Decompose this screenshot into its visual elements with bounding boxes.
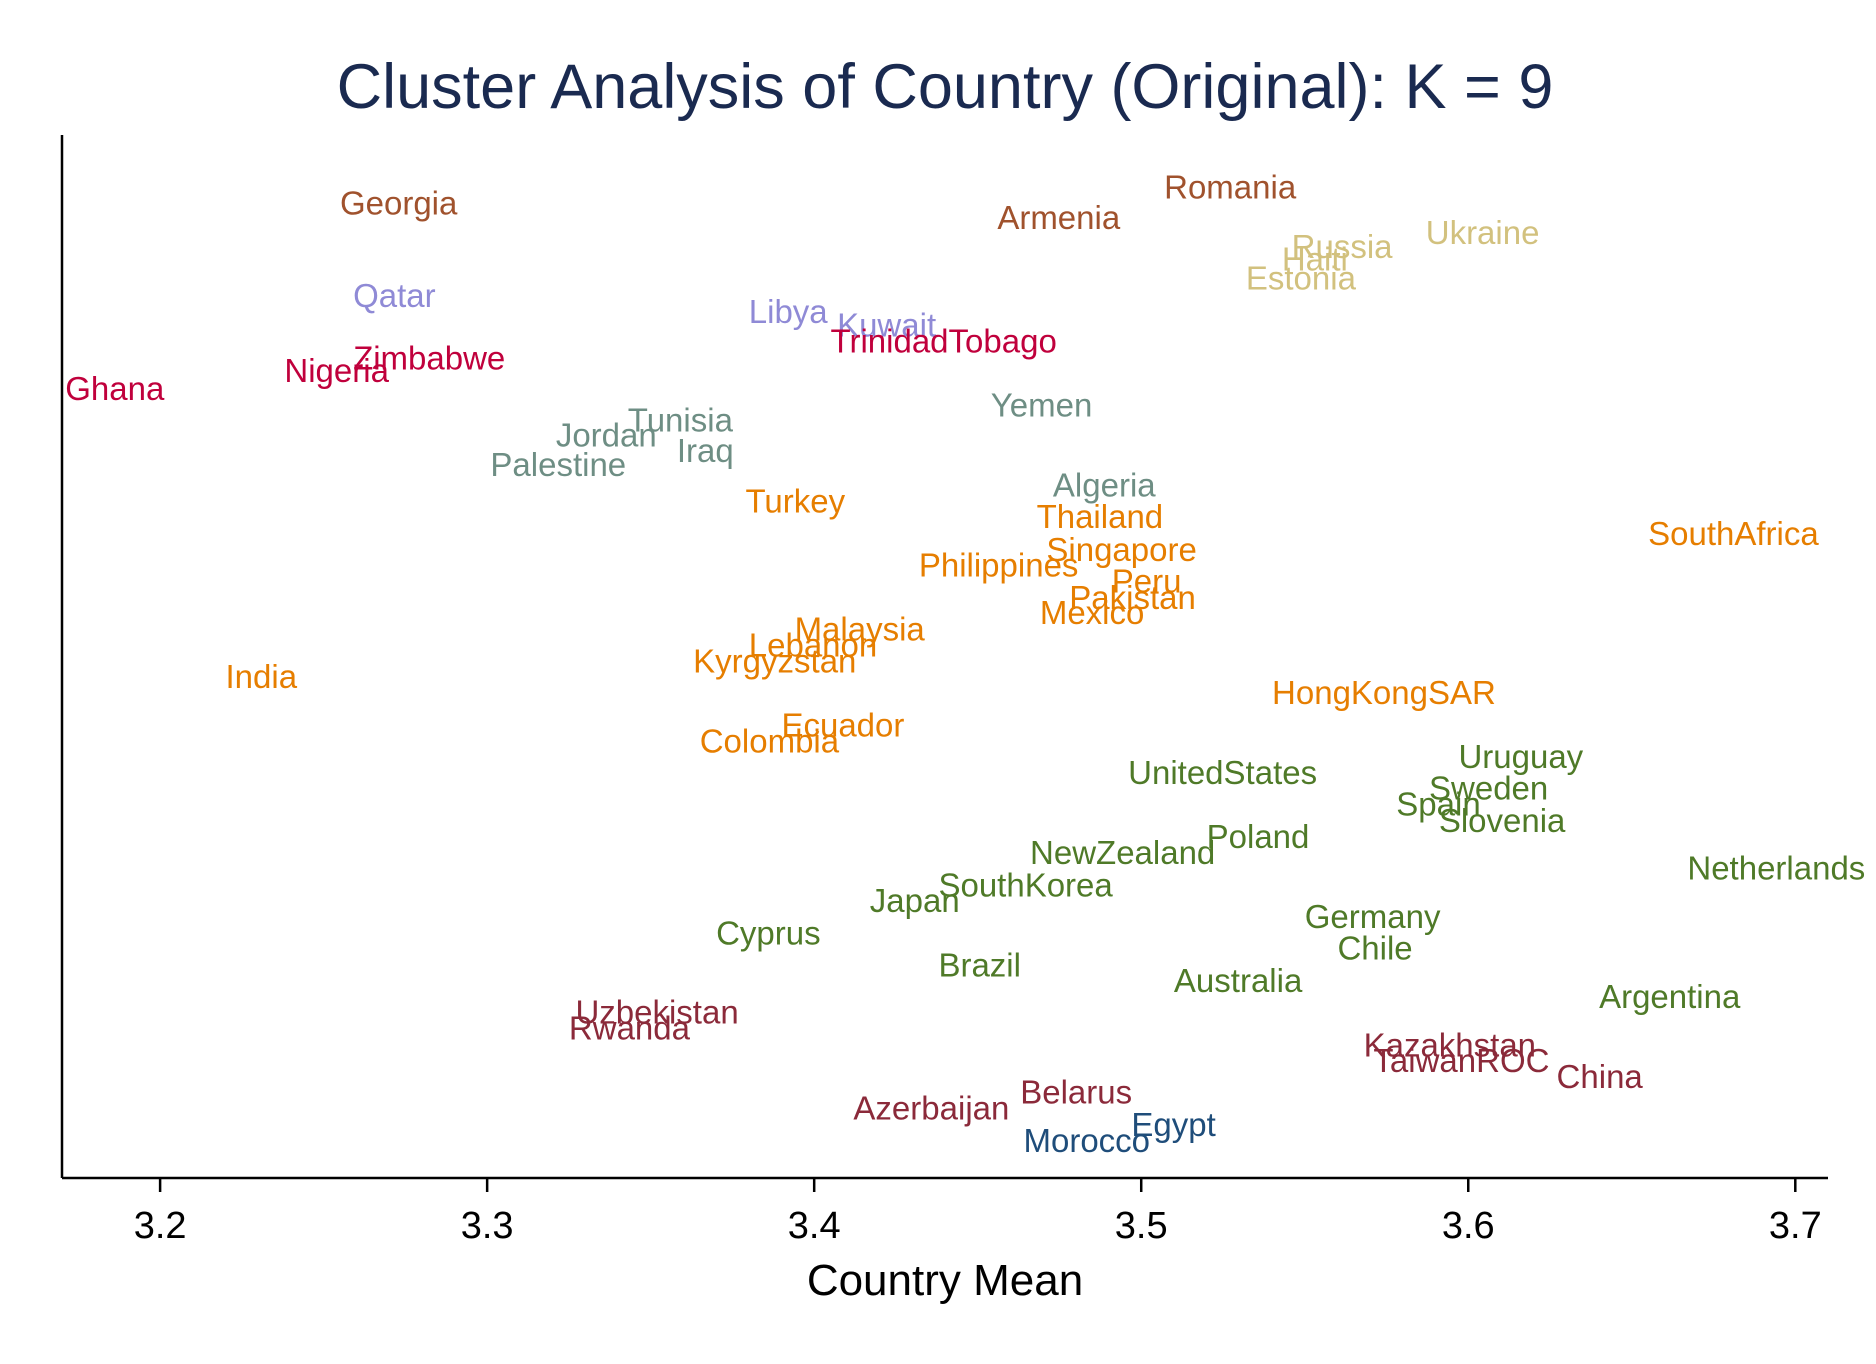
- point-label-kyrgyzstan: Kyrgyzstan: [693, 642, 856, 679]
- point-label-azerbaijan: Azerbaijan: [853, 1089, 1009, 1126]
- point-label-cyprus: Cyprus: [716, 915, 821, 952]
- point-label-estonia: Estonia: [1246, 259, 1357, 296]
- point-label-peru: Peru: [1112, 562, 1182, 599]
- axes: 3.2 3.3 3.4 3.5 3.6 3.7: [60, 135, 1828, 1247]
- point-label-chile: Chile: [1337, 930, 1412, 967]
- point-label-uruguay: Uruguay: [1458, 738, 1583, 775]
- point-label-philippines: Philippines: [919, 547, 1079, 584]
- x-tick-label: 3.6: [1442, 1205, 1495, 1247]
- point-label-armenia: Armenia: [997, 199, 1121, 236]
- point-label-germany: Germany: [1305, 898, 1441, 935]
- point-label-ghana: Ghana: [65, 370, 165, 407]
- point-label-nigeria: Nigeria: [284, 352, 389, 389]
- point-label-sweden: Sweden: [1429, 770, 1548, 807]
- x-axis-label: Country Mean: [807, 1256, 1083, 1305]
- point-label-kuwait: Kuwait: [837, 307, 936, 344]
- point-label-slovenia: Slovenia: [1439, 802, 1566, 839]
- point-label-belarus: Belarus: [1020, 1074, 1132, 1111]
- x-tick-label: 3.3: [461, 1205, 514, 1247]
- point-label-hongkongsar: HongKongSAR: [1272, 674, 1496, 711]
- point-label-algeria: Algeria: [1053, 467, 1156, 504]
- point-label-yemen: Yemen: [991, 387, 1093, 424]
- point-label-southafrica: SouthAfrica: [1648, 515, 1819, 552]
- point-label-china: China: [1557, 1058, 1644, 1095]
- x-tick-label: 3.7: [1769, 1205, 1822, 1247]
- point-label-ecuador: Ecuador: [781, 706, 904, 743]
- point-label-trinidadtobago: TrinidadTobago: [831, 323, 1057, 360]
- point-label-taiwanroc: TaiwanROC: [1373, 1042, 1549, 1079]
- point-label-malaysia: Malaysia: [795, 611, 926, 648]
- point-label-ukraine: Ukraine: [1426, 214, 1540, 251]
- point-label-poland: Poland: [1207, 818, 1310, 855]
- point-label-egypt: Egypt: [1131, 1106, 1215, 1143]
- point-label-brazil: Brazil: [938, 946, 1021, 983]
- x-tick-label: 3.4: [788, 1205, 841, 1247]
- point-label-zimbabwe: Zimbabwe: [353, 339, 505, 376]
- point-label-colombia: Colombia: [700, 722, 840, 759]
- x-tick-label: 3.5: [1115, 1205, 1168, 1247]
- point-label-singapore: Singapore: [1046, 531, 1196, 568]
- point-label-georgia: Georgia: [340, 184, 458, 221]
- point-label-rwanda: Rwanda: [569, 1009, 691, 1046]
- point-label-australia: Australia: [1174, 962, 1303, 999]
- point-label-argentina: Argentina: [1599, 978, 1741, 1015]
- point-label-unitedstates: UnitedStates: [1128, 754, 1317, 791]
- point-label-palestine: Palestine: [490, 446, 626, 483]
- point-label-jordan: Jordan: [556, 416, 657, 453]
- point-label-morocco: Morocco: [1023, 1122, 1150, 1159]
- point-label-japan: Japan: [870, 882, 960, 919]
- point-label-turkey: Turkey: [746, 482, 846, 519]
- point-label-russia: Russia: [1292, 228, 1394, 265]
- point-label-tunisia: Tunisia: [628, 401, 734, 438]
- point-label-uzbekistan: Uzbekistan: [575, 994, 738, 1031]
- point-label-southkorea: SouthKorea: [938, 866, 1113, 903]
- point-label-haiti: Haiti: [1282, 241, 1348, 278]
- point-label-romania: Romania: [1164, 169, 1297, 206]
- point-label-thailand: Thailand: [1037, 498, 1164, 535]
- point-label-kazakhstan: Kazakhstan: [1364, 1026, 1536, 1063]
- point-label-qatar: Qatar: [353, 277, 436, 314]
- point-label-spain: Spain: [1396, 785, 1480, 822]
- point-label-netherlands: Netherlands: [1687, 850, 1865, 887]
- point-label-lebanon: Lebanon: [749, 627, 877, 664]
- point-label-libya: Libya: [749, 293, 829, 330]
- point-label-mexico: Mexico: [1040, 594, 1145, 631]
- chart-title: Cluster Analysis of Country (Original): …: [337, 52, 1554, 122]
- x-tick-label: 3.2: [134, 1205, 187, 1247]
- point-label-india: India: [226, 658, 298, 695]
- point-label-pakistan: Pakistan: [1069, 579, 1196, 616]
- point-label-newzealand: NewZealand: [1030, 834, 1215, 871]
- point-label-iraq: Iraq: [677, 432, 734, 469]
